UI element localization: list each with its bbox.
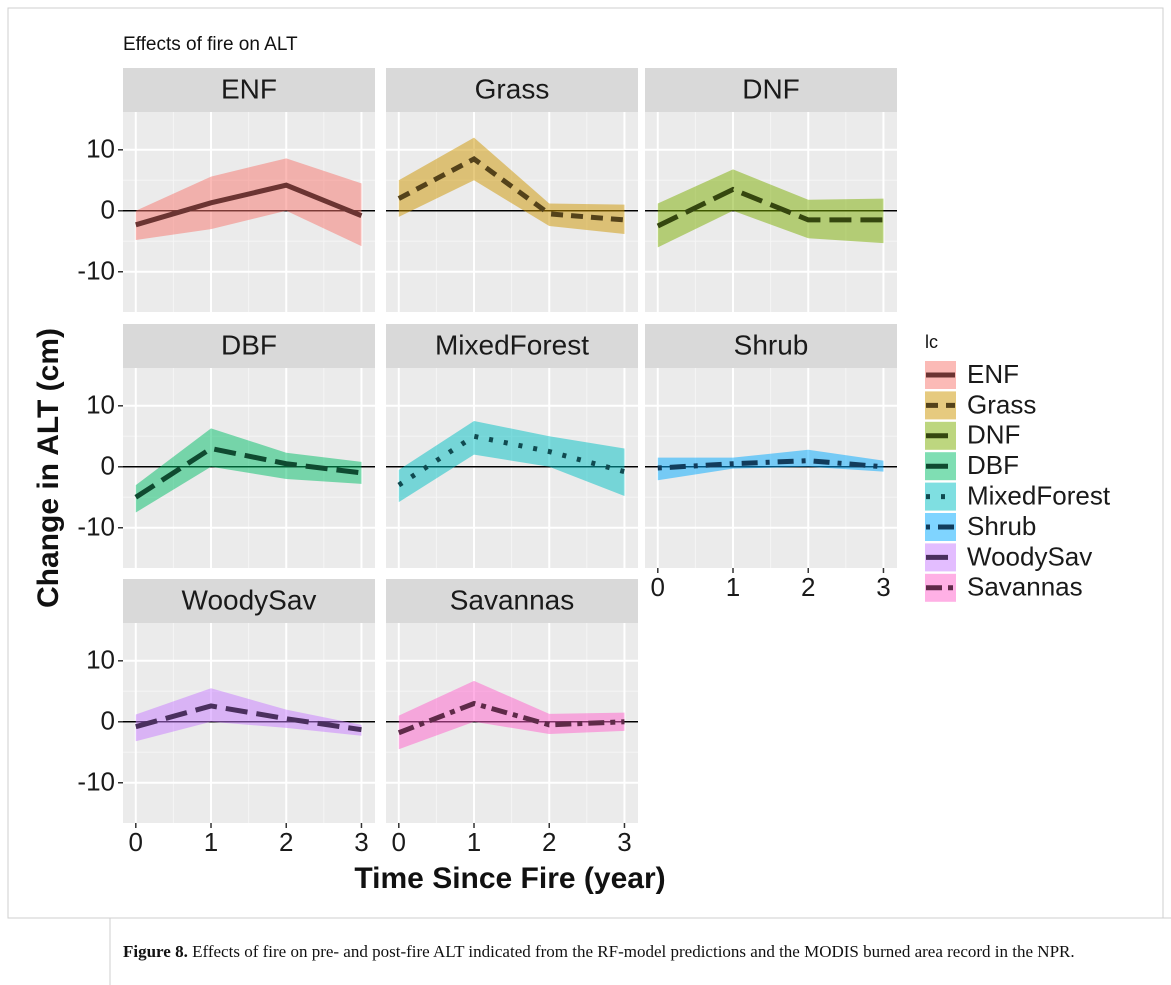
legend-label: Shrub [967,511,1036,541]
ribbon [135,688,362,742]
y-tick-label: -10 [77,256,115,286]
x-axis-label: Time Since Fire (year) [354,862,665,895]
strip-title: WoodySav [182,584,317,615]
caption-label: Figure 8. [123,942,188,961]
strip [386,324,638,368]
legend-label: WoodySav [967,541,1092,571]
line [397,700,625,736]
x-tick-label: 0 [392,827,406,857]
strip [386,68,638,112]
strip-title: ENF [221,73,277,104]
strip-title: Shrub [734,329,809,360]
caption-frame [109,917,1171,985]
line [134,445,362,500]
caption: Figure 8. Effects of fire on pre- and po… [123,941,1143,963]
x-tick-label: 1 [204,827,218,857]
legend-title: lc [925,332,938,352]
x-tick-label: 2 [801,572,815,602]
x-tick-label: 1 [467,827,481,857]
legend-label: Grass [967,389,1036,419]
line [657,458,884,471]
legend-label: Savannas [967,572,1083,602]
legend-label: ENF [967,359,1019,389]
ribbon [135,428,362,513]
x-tick-label: 3 [876,572,890,602]
legend-label: DBF [967,450,1019,480]
y-tick-label: 10 [86,134,115,164]
ribbon [657,169,884,248]
line [397,156,625,223]
x-tick-label: 0 [129,827,143,857]
x-tick-label: 1 [726,572,740,602]
strip [123,68,375,112]
line [135,182,363,228]
strip [645,324,897,368]
x-tick-label: 2 [542,827,556,857]
y-tick-label: 0 [101,451,115,481]
y-tick-label: 0 [101,706,115,736]
legend-key [925,482,956,511]
ribbon [398,421,625,503]
strip [123,579,375,623]
ribbon [398,680,625,750]
x-tick-label: 3 [354,827,368,857]
strip-title: DNF [742,73,800,104]
strip-title: DBF [221,329,277,360]
strip [123,324,375,368]
strip [645,68,897,112]
ribbon [135,158,362,247]
x-tick-label: 2 [279,827,293,857]
y-tick-label: 10 [86,645,115,675]
y-tick-label: -10 [77,512,115,542]
strip-title: Grass [475,73,550,104]
chart-title: Effects of fire on ALT [123,34,298,55]
strip-title: Savannas [450,584,575,615]
ribbon [657,449,884,481]
line [656,186,884,229]
line [135,703,362,733]
x-tick-label: 0 [651,572,665,602]
caption-text: Effects of fire on pre- and post-fire AL… [192,942,1075,961]
legend-label: MixedForest [967,480,1111,510]
y-tick-label: -10 [77,767,115,797]
strip [386,579,638,623]
x-tick-label: 3 [617,827,631,857]
y-axis-label: Change in ALT (cm) [32,328,65,608]
strip-title: MixedForest [435,329,589,360]
y-tick-label: 0 [101,195,115,225]
legend-label: DNF [967,420,1020,450]
y-tick-label: 10 [86,390,115,420]
